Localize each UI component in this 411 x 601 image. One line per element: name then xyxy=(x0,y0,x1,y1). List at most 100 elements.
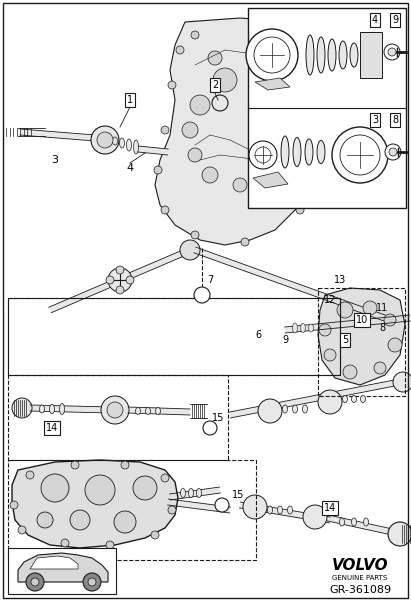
Ellipse shape xyxy=(136,407,141,415)
Bar xyxy=(248,8,406,208)
Circle shape xyxy=(255,147,271,163)
Ellipse shape xyxy=(302,405,307,413)
Circle shape xyxy=(374,96,382,104)
Ellipse shape xyxy=(363,518,369,526)
Circle shape xyxy=(182,122,198,138)
Text: 13: 13 xyxy=(334,275,346,285)
Ellipse shape xyxy=(134,140,139,154)
Ellipse shape xyxy=(339,518,344,526)
Circle shape xyxy=(106,276,114,284)
Ellipse shape xyxy=(60,403,65,415)
Ellipse shape xyxy=(268,506,272,514)
Circle shape xyxy=(243,495,267,519)
Circle shape xyxy=(340,135,380,175)
Ellipse shape xyxy=(180,489,185,498)
Circle shape xyxy=(246,29,298,81)
Text: 4: 4 xyxy=(372,15,378,25)
Circle shape xyxy=(161,206,169,214)
Circle shape xyxy=(191,231,199,239)
Ellipse shape xyxy=(342,395,347,403)
Circle shape xyxy=(26,471,34,479)
Circle shape xyxy=(180,240,200,260)
Text: 3: 3 xyxy=(51,155,58,165)
Circle shape xyxy=(208,51,222,65)
Circle shape xyxy=(10,501,18,509)
Text: 11: 11 xyxy=(376,303,388,313)
Circle shape xyxy=(31,578,39,586)
Text: VOLVO: VOLVO xyxy=(332,558,388,573)
Circle shape xyxy=(168,81,176,89)
Bar xyxy=(8,548,116,594)
Circle shape xyxy=(346,171,354,179)
Ellipse shape xyxy=(39,405,44,413)
Ellipse shape xyxy=(309,324,314,332)
Bar xyxy=(8,298,340,375)
Ellipse shape xyxy=(145,407,150,415)
Ellipse shape xyxy=(305,139,313,165)
Polygon shape xyxy=(255,78,290,90)
Text: 9: 9 xyxy=(392,15,398,25)
Ellipse shape xyxy=(293,405,298,413)
Circle shape xyxy=(333,143,347,157)
Text: GR-361089: GR-361089 xyxy=(329,585,391,595)
Ellipse shape xyxy=(293,138,301,166)
Circle shape xyxy=(71,461,79,469)
Circle shape xyxy=(85,475,115,505)
Polygon shape xyxy=(229,377,411,418)
Polygon shape xyxy=(20,129,95,141)
Polygon shape xyxy=(30,405,110,413)
Circle shape xyxy=(258,399,282,423)
Circle shape xyxy=(388,48,396,56)
Circle shape xyxy=(190,95,210,115)
Circle shape xyxy=(194,287,210,303)
Circle shape xyxy=(97,132,113,148)
Ellipse shape xyxy=(317,37,325,73)
Circle shape xyxy=(176,46,184,54)
Circle shape xyxy=(41,474,69,502)
Circle shape xyxy=(389,148,397,156)
Polygon shape xyxy=(155,18,390,245)
Circle shape xyxy=(254,37,290,73)
Text: 15: 15 xyxy=(232,490,244,500)
Text: 5: 5 xyxy=(342,335,348,345)
Ellipse shape xyxy=(339,41,347,69)
Text: 8: 8 xyxy=(392,115,398,125)
Circle shape xyxy=(26,573,44,591)
Circle shape xyxy=(384,314,396,326)
Ellipse shape xyxy=(49,404,55,413)
Bar xyxy=(8,460,256,560)
Circle shape xyxy=(385,144,401,160)
Ellipse shape xyxy=(351,395,356,403)
Ellipse shape xyxy=(196,489,201,498)
Circle shape xyxy=(306,31,314,39)
Circle shape xyxy=(393,372,411,392)
Circle shape xyxy=(91,126,119,154)
Circle shape xyxy=(249,141,277,169)
Ellipse shape xyxy=(306,35,314,75)
Circle shape xyxy=(191,31,199,39)
Text: GENUINE PARTS: GENUINE PARTS xyxy=(332,575,388,581)
Text: 9: 9 xyxy=(282,335,288,345)
Polygon shape xyxy=(49,245,196,313)
Circle shape xyxy=(151,531,159,539)
Circle shape xyxy=(371,141,379,149)
Circle shape xyxy=(116,266,124,274)
Polygon shape xyxy=(138,146,168,155)
Circle shape xyxy=(161,126,169,134)
Text: 14: 14 xyxy=(46,423,58,433)
Circle shape xyxy=(374,362,386,374)
Bar xyxy=(318,288,405,396)
Circle shape xyxy=(388,338,402,352)
Circle shape xyxy=(342,112,358,128)
Text: 12: 12 xyxy=(324,295,336,305)
Text: 8: 8 xyxy=(379,323,385,333)
Ellipse shape xyxy=(277,506,282,514)
Circle shape xyxy=(37,512,53,528)
Ellipse shape xyxy=(317,141,325,163)
Polygon shape xyxy=(128,407,190,415)
Ellipse shape xyxy=(328,39,336,71)
Text: 14: 14 xyxy=(324,503,336,513)
Circle shape xyxy=(241,238,249,246)
Polygon shape xyxy=(327,515,406,538)
Circle shape xyxy=(202,167,218,183)
